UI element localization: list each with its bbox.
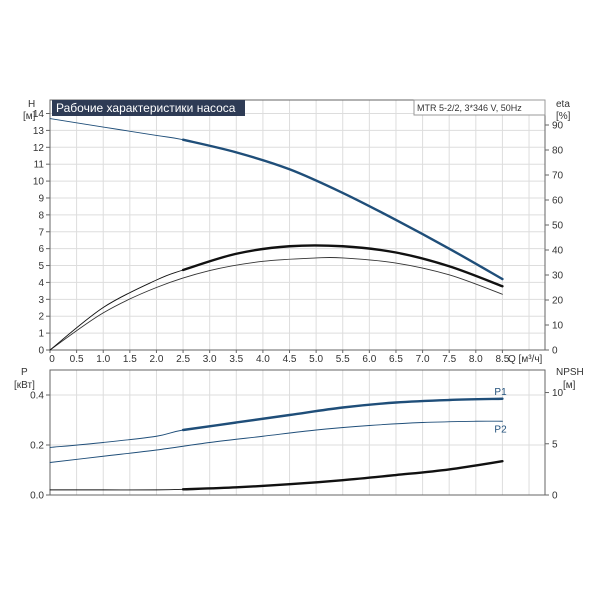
x-tick-label: 5.5	[336, 354, 350, 365]
x-tick-label: 6.5	[389, 354, 403, 365]
series-line-emphasis-1-0	[181, 397, 504, 432]
y-tick-label: 0	[38, 346, 44, 357]
x-tick-label: 0.5	[70, 354, 84, 365]
y2-tick-label: 0	[552, 491, 558, 502]
y-tick-label: 11	[34, 160, 45, 171]
y-tick-label: 4	[38, 278, 44, 289]
q-axis-label: Q [м³/ч]	[508, 354, 543, 365]
h-axis-unit: [м]	[23, 111, 36, 122]
top-plot-frame	[49, 99, 546, 351]
bottom-plot-frame	[49, 369, 546, 496]
model-box	[413, 99, 546, 116]
x-tick-label: 2.0	[149, 354, 163, 365]
y2-tick-label: 80	[552, 146, 564, 157]
y2-tick-label: 30	[552, 271, 564, 282]
x-tick-label: 4.5	[283, 354, 297, 365]
y-tick-label: 2	[38, 312, 44, 323]
y-tick-label: 10	[33, 177, 45, 188]
p-axis-unit: [кВт]	[14, 380, 35, 391]
series-labels: P1 P2	[494, 387, 507, 436]
x-tick-label: 7.5	[442, 354, 456, 365]
y-tick-label: 12	[33, 143, 45, 154]
y2-tick-label: 20	[552, 296, 564, 307]
y2-tick-label: 5	[552, 439, 558, 450]
x-tick-label: 5.0	[309, 354, 323, 365]
series-label-p1: P1	[494, 387, 507, 398]
series-line-emphasis-1-2	[181, 459, 504, 491]
p-axis-label: P	[21, 367, 28, 378]
x-tick-label: 4.0	[256, 354, 270, 365]
x-tick-label: 8.5	[495, 354, 509, 365]
y-tick-label: 0.4	[30, 391, 44, 402]
series-label-p2: P2	[494, 424, 507, 435]
y-tick-label: 0.2	[30, 441, 44, 452]
x-tick-label: 3.5	[229, 354, 243, 365]
series-line-emphasis-0-0	[181, 138, 504, 281]
chart-title-bg	[52, 100, 245, 116]
series-line-1-0	[49, 398, 503, 448]
x-tick-label: 0	[49, 354, 55, 365]
x-tick-label: 6.0	[362, 354, 376, 365]
y-tick-label: 0.0	[30, 491, 44, 502]
eta-axis-unit: [%]	[556, 111, 571, 122]
h-axis-label: H	[28, 99, 35, 110]
y2-tick-label: 40	[552, 246, 564, 257]
series-line-0-1	[49, 256, 503, 351]
y-tick-label: 8	[38, 210, 44, 221]
x-tick-label: 8.0	[469, 354, 483, 365]
chart-title: Рабочие характеристики насоса	[56, 101, 236, 115]
y-tick-label: 5	[38, 261, 44, 272]
curves	[49, 118, 504, 491]
x-tick-label: 1.5	[123, 354, 137, 365]
npsh-axis-label: NPSH	[556, 367, 584, 378]
y-tick-label: 14	[33, 109, 45, 120]
series-line-0-0	[49, 118, 503, 280]
x-tick-label: 7.0	[416, 354, 430, 365]
eta-axis-label: eta	[556, 99, 570, 110]
x-tick-label: 3.0	[203, 354, 217, 365]
y2-tick-label: 0	[552, 346, 558, 357]
y2-tick-label: 50	[552, 221, 564, 232]
y2-tick-label: 10	[552, 321, 564, 332]
y2-tick-label: 60	[552, 196, 564, 207]
y2-tick-label: 90	[552, 121, 564, 132]
x-tick-label: 1.0	[96, 354, 110, 365]
y-tick-label: 3	[38, 295, 44, 306]
series-line-emphasis-0-2	[181, 244, 504, 288]
x-tick-label: 2.5	[176, 354, 190, 365]
model-label: MTR 5-2/2, 3*346 V, 50Hz	[417, 103, 522, 113]
grid-lines	[50, 100, 545, 495]
tick-labels: 0123456789101112131401020304050607080900…	[30, 109, 563, 501]
y-tick-label: 9	[38, 193, 44, 204]
y2-tick-label: 10	[552, 388, 564, 399]
y-tick-label: 7	[38, 227, 44, 238]
series-line-1-1	[49, 420, 503, 463]
y-tick-label: 6	[38, 244, 44, 255]
y-tick-label: 13	[33, 126, 45, 137]
npsh-axis-unit: [м]	[563, 380, 576, 391]
y-tick-label: 1	[38, 329, 44, 340]
y2-tick-label: 70	[552, 171, 564, 182]
